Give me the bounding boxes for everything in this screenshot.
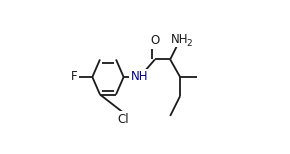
Text: NH: NH	[131, 71, 148, 83]
Text: Cl: Cl	[118, 113, 129, 126]
Text: F: F	[70, 71, 77, 83]
Text: 2: 2	[187, 39, 192, 48]
Text: O: O	[150, 34, 160, 47]
Text: NH: NH	[171, 33, 189, 46]
